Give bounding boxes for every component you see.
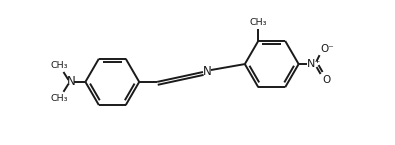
Text: N: N bbox=[203, 65, 211, 78]
Text: N⁺: N⁺ bbox=[307, 59, 321, 69]
Text: N: N bbox=[67, 75, 76, 88]
Text: O: O bbox=[322, 75, 331, 85]
Text: CH₃: CH₃ bbox=[51, 94, 68, 103]
Text: CH₃: CH₃ bbox=[250, 18, 267, 27]
Text: CH₃: CH₃ bbox=[51, 61, 68, 70]
Text: O⁻: O⁻ bbox=[321, 44, 335, 54]
